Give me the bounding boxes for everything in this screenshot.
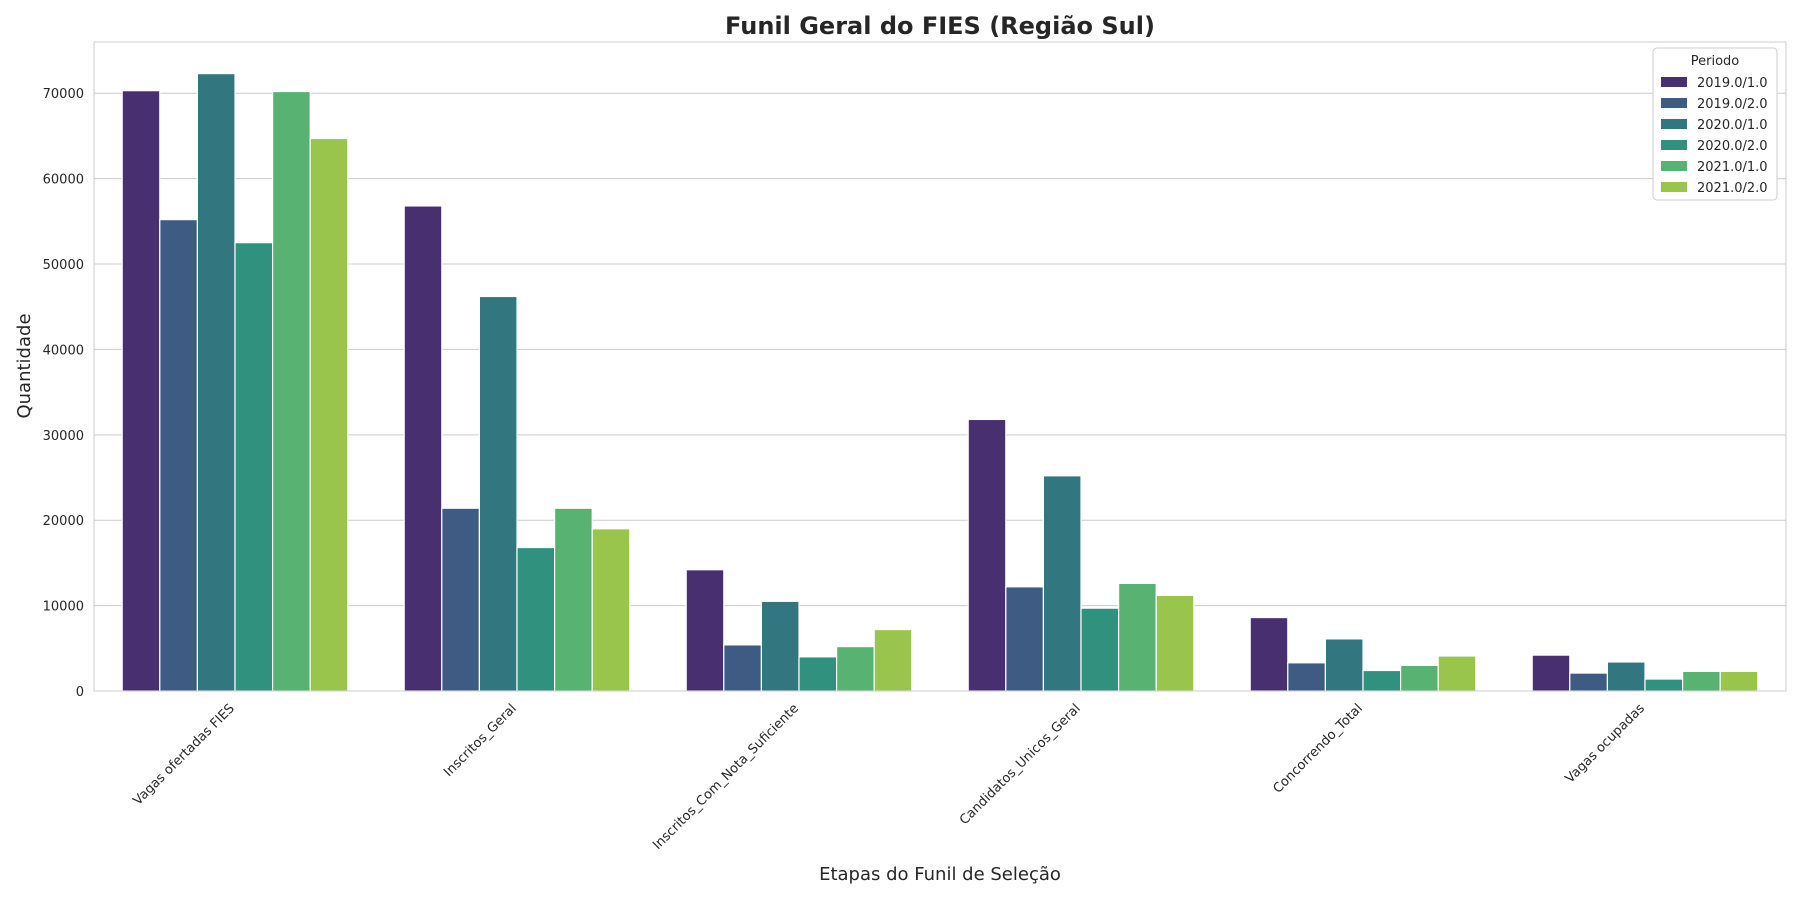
bars: [121, 72, 1759, 692]
legend-title: Periodo: [1691, 54, 1740, 69]
chart-title: Funil Geral do FIES (Região Sul): [725, 12, 1155, 40]
x-tick-label: Inscritos_Geral: [441, 701, 520, 780]
x-tick-label: Vagas ofertadas FIES: [130, 701, 237, 808]
legend-swatch: [1661, 161, 1687, 171]
bar-2019.0/1.0-Candidatos_Unicos_Geral: [967, 418, 1007, 692]
y-tick-label: 50000: [43, 258, 84, 273]
y-tick-label: 20000: [43, 514, 84, 529]
bar-2019.0/1.0-Concorrendo_Total: [1249, 616, 1289, 692]
bar-2019.0/2.0-Vagas ocupadas: [1569, 672, 1609, 692]
y-tick-label: 40000: [43, 343, 84, 358]
bar-2020.0/1.0-Vagas ocupadas: [1606, 661, 1646, 692]
legend: Periodo 2019.0/1.0 2019.0/2.0 2020.0/1.0 202…: [1652, 47, 1778, 201]
y-tick-label: 0: [76, 685, 84, 700]
legend-label: 2020.0/1.0: [1697, 118, 1768, 133]
bar-2019.0/2.0-Concorrendo_Total: [1287, 662, 1327, 692]
bar-2021.0/2.0-Inscritos_Com_Nota_Suficiente: [873, 628, 913, 692]
y-tick-label: 60000: [43, 173, 84, 188]
bar-2019.0/2.0-Inscritos_Geral: [441, 507, 480, 692]
legend-label: 2019.0/2.0: [1697, 97, 1768, 112]
bar-2020.0/1.0-Inscritos_Com_Nota_Suficiente: [760, 600, 800, 692]
x-tick-label: Vagas ocupadas: [1563, 701, 1648, 786]
bar-2021.0/1.0-Inscritos_Com_Nota_Suficiente: [835, 645, 875, 692]
legend-label: 2021.0/2.0: [1697, 181, 1768, 196]
legend-label: 2019.0/1.0: [1697, 76, 1768, 91]
x-axis-title: Etapas do Funil de Seleção: [819, 864, 1061, 885]
bar-2020.0/1.0-Inscritos_Geral: [478, 295, 518, 692]
bar-2020.0/2.0-Candidatos_Unicos_Geral: [1080, 607, 1120, 692]
y-axis-ticks: 0 10000 20000 30000 40000 50000 60000 70000: [43, 87, 84, 700]
x-tick-label: Inscritos_Com_Nota_Suficiente: [650, 701, 802, 853]
bar-2021.0/1.0-Vagas ocupadas: [1681, 670, 1721, 692]
bar-2019.0/1.0-Vagas ocupadas: [1531, 654, 1571, 692]
bar-2020.0/2.0-Concorrendo_Total: [1362, 669, 1402, 692]
y-tick-label: 70000: [43, 87, 84, 102]
bar-2020.0/2.0-Inscritos_Geral: [516, 546, 556, 692]
bar-2021.0/2.0-Concorrendo_Total: [1437, 655, 1477, 692]
bar-2020.0/1.0-Candidatos_Unicos_Geral: [1042, 475, 1082, 692]
bar-2019.0/1.0-Inscritos_Com_Nota_Suficiente: [685, 569, 725, 692]
bar-2019.0/1.0-Vagas ofertadas FIES: [121, 90, 161, 692]
bar-2020.0/1.0-Concorrendo_Total: [1324, 638, 1364, 692]
bar-2021.0/1.0-Candidatos_Unicos_Geral: [1117, 582, 1157, 692]
bar-2021.0/2.0-Vagas ofertadas FIES: [309, 137, 349, 692]
legend-label: 2021.0/1.0: [1697, 160, 1768, 175]
y-tick-label: 10000: [43, 600, 84, 615]
legend-label: 2020.0/2.0: [1697, 139, 1768, 154]
bar-2020.0/1.0-Vagas ofertadas FIES: [196, 72, 236, 692]
bar-2021.0/2.0-Vagas ocupadas: [1719, 670, 1759, 692]
x-axis-ticks: Vagas ofertadas FIES Inscritos_Geral Inscr…: [130, 701, 1648, 853]
bar-2019.0/2.0-Vagas ofertadas FIES: [159, 219, 199, 692]
bar-2021.0/1.0-Concorrendo_Total: [1399, 664, 1439, 692]
y-axis-title: Quantidade: [14, 313, 35, 418]
bar-2021.0/2.0-Inscritos_Geral: [591, 528, 631, 692]
x-tick-label: Candidatos_Unicos_Geral: [957, 701, 1084, 828]
legend-swatch: [1661, 77, 1687, 87]
bar-2019.0/1.0-Inscritos_Geral: [403, 205, 443, 692]
legend-swatch: [1661, 119, 1687, 129]
bar-2020.0/2.0-Vagas ocupadas: [1644, 678, 1684, 692]
bar-2019.0/2.0-Inscritos_Com_Nota_Suficiente: [723, 644, 762, 692]
bar-2021.0/1.0-Vagas ofertadas FIES: [272, 90, 311, 692]
legend-swatch: [1661, 182, 1687, 192]
plot-frame: [93, 41, 1787, 692]
legend-swatch: [1661, 140, 1687, 150]
bar-2021.0/2.0-Candidatos_Unicos_Geral: [1155, 594, 1195, 692]
bar-2020.0/2.0-Vagas ofertadas FIES: [234, 242, 274, 692]
bar-2021.0/1.0-Inscritos_Geral: [553, 507, 593, 692]
y-tick-label: 30000: [43, 429, 84, 444]
gridlines: [94, 92, 1786, 692]
bar-2020.0/2.0-Inscritos_Com_Nota_Suficiente: [798, 656, 838, 692]
bar-2019.0/2.0-Candidatos_Unicos_Geral: [1005, 586, 1044, 692]
legend-swatch: [1661, 98, 1687, 108]
x-tick-label: Concorrendo_Total: [1270, 701, 1365, 796]
